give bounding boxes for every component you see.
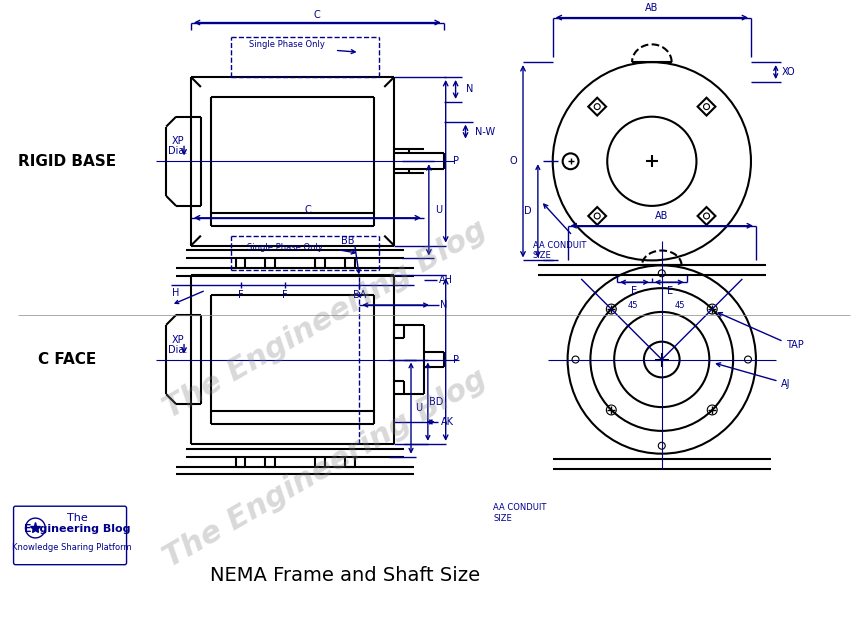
Text: C: C: [304, 205, 311, 215]
Text: D: D: [524, 206, 532, 216]
Text: Engineering Blog: Engineering Blog: [24, 524, 131, 534]
Text: AB: AB: [645, 2, 659, 12]
Text: F: F: [238, 290, 243, 300]
Text: N-W: N-W: [475, 126, 496, 137]
Text: BA: BA: [353, 290, 366, 300]
Text: BD: BD: [429, 397, 443, 407]
Text: The: The: [67, 513, 88, 523]
Text: 45: 45: [675, 301, 685, 310]
Text: H: H: [173, 288, 180, 298]
Text: AA CONDUIT
SIZE: AA CONDUIT SIZE: [493, 503, 546, 523]
Text: NEMA Frame and Shaft Size: NEMA Frame and Shaft Size: [210, 566, 479, 585]
Text: AH: AH: [439, 275, 453, 285]
Text: P: P: [453, 355, 459, 365]
Text: N: N: [466, 84, 473, 95]
Text: XP: XP: [172, 136, 185, 147]
Text: 45: 45: [628, 301, 638, 310]
Text: The Engineering Blog: The Engineering Blog: [158, 215, 491, 425]
Text: AJ: AJ: [781, 379, 790, 389]
Text: E: E: [631, 286, 637, 296]
Text: Single Phase Only: Single Phase Only: [247, 243, 323, 252]
Text: O: O: [509, 156, 517, 167]
Text: AK: AK: [441, 417, 454, 427]
Text: N: N: [440, 300, 448, 310]
Text: XP: XP: [172, 335, 185, 345]
Text: U: U: [416, 403, 423, 413]
Text: Dia.: Dia.: [168, 345, 188, 355]
Text: C: C: [314, 10, 320, 20]
Text: AA CONDUIT
SIZE: AA CONDUIT SIZE: [533, 241, 587, 260]
Text: AB: AB: [655, 211, 668, 221]
Text: XO: XO: [782, 67, 795, 77]
Text: The Engineering Blog: The Engineering Blog: [158, 364, 491, 573]
Text: Single Phase Only: Single Phase Only: [249, 40, 325, 49]
Text: U: U: [436, 205, 442, 215]
Text: P: P: [453, 156, 459, 167]
Text: RIGID BASE: RIGID BASE: [18, 154, 116, 169]
Text: BB: BB: [341, 236, 354, 246]
Text: F: F: [283, 290, 288, 300]
Text: Knowledge Sharing Platform: Knowledge Sharing Platform: [12, 543, 131, 552]
Text: Dia.: Dia.: [168, 146, 188, 157]
FancyBboxPatch shape: [14, 506, 126, 565]
Text: E: E: [667, 286, 673, 296]
Text: C FACE: C FACE: [38, 352, 96, 367]
Text: TAP: TAP: [786, 340, 803, 350]
